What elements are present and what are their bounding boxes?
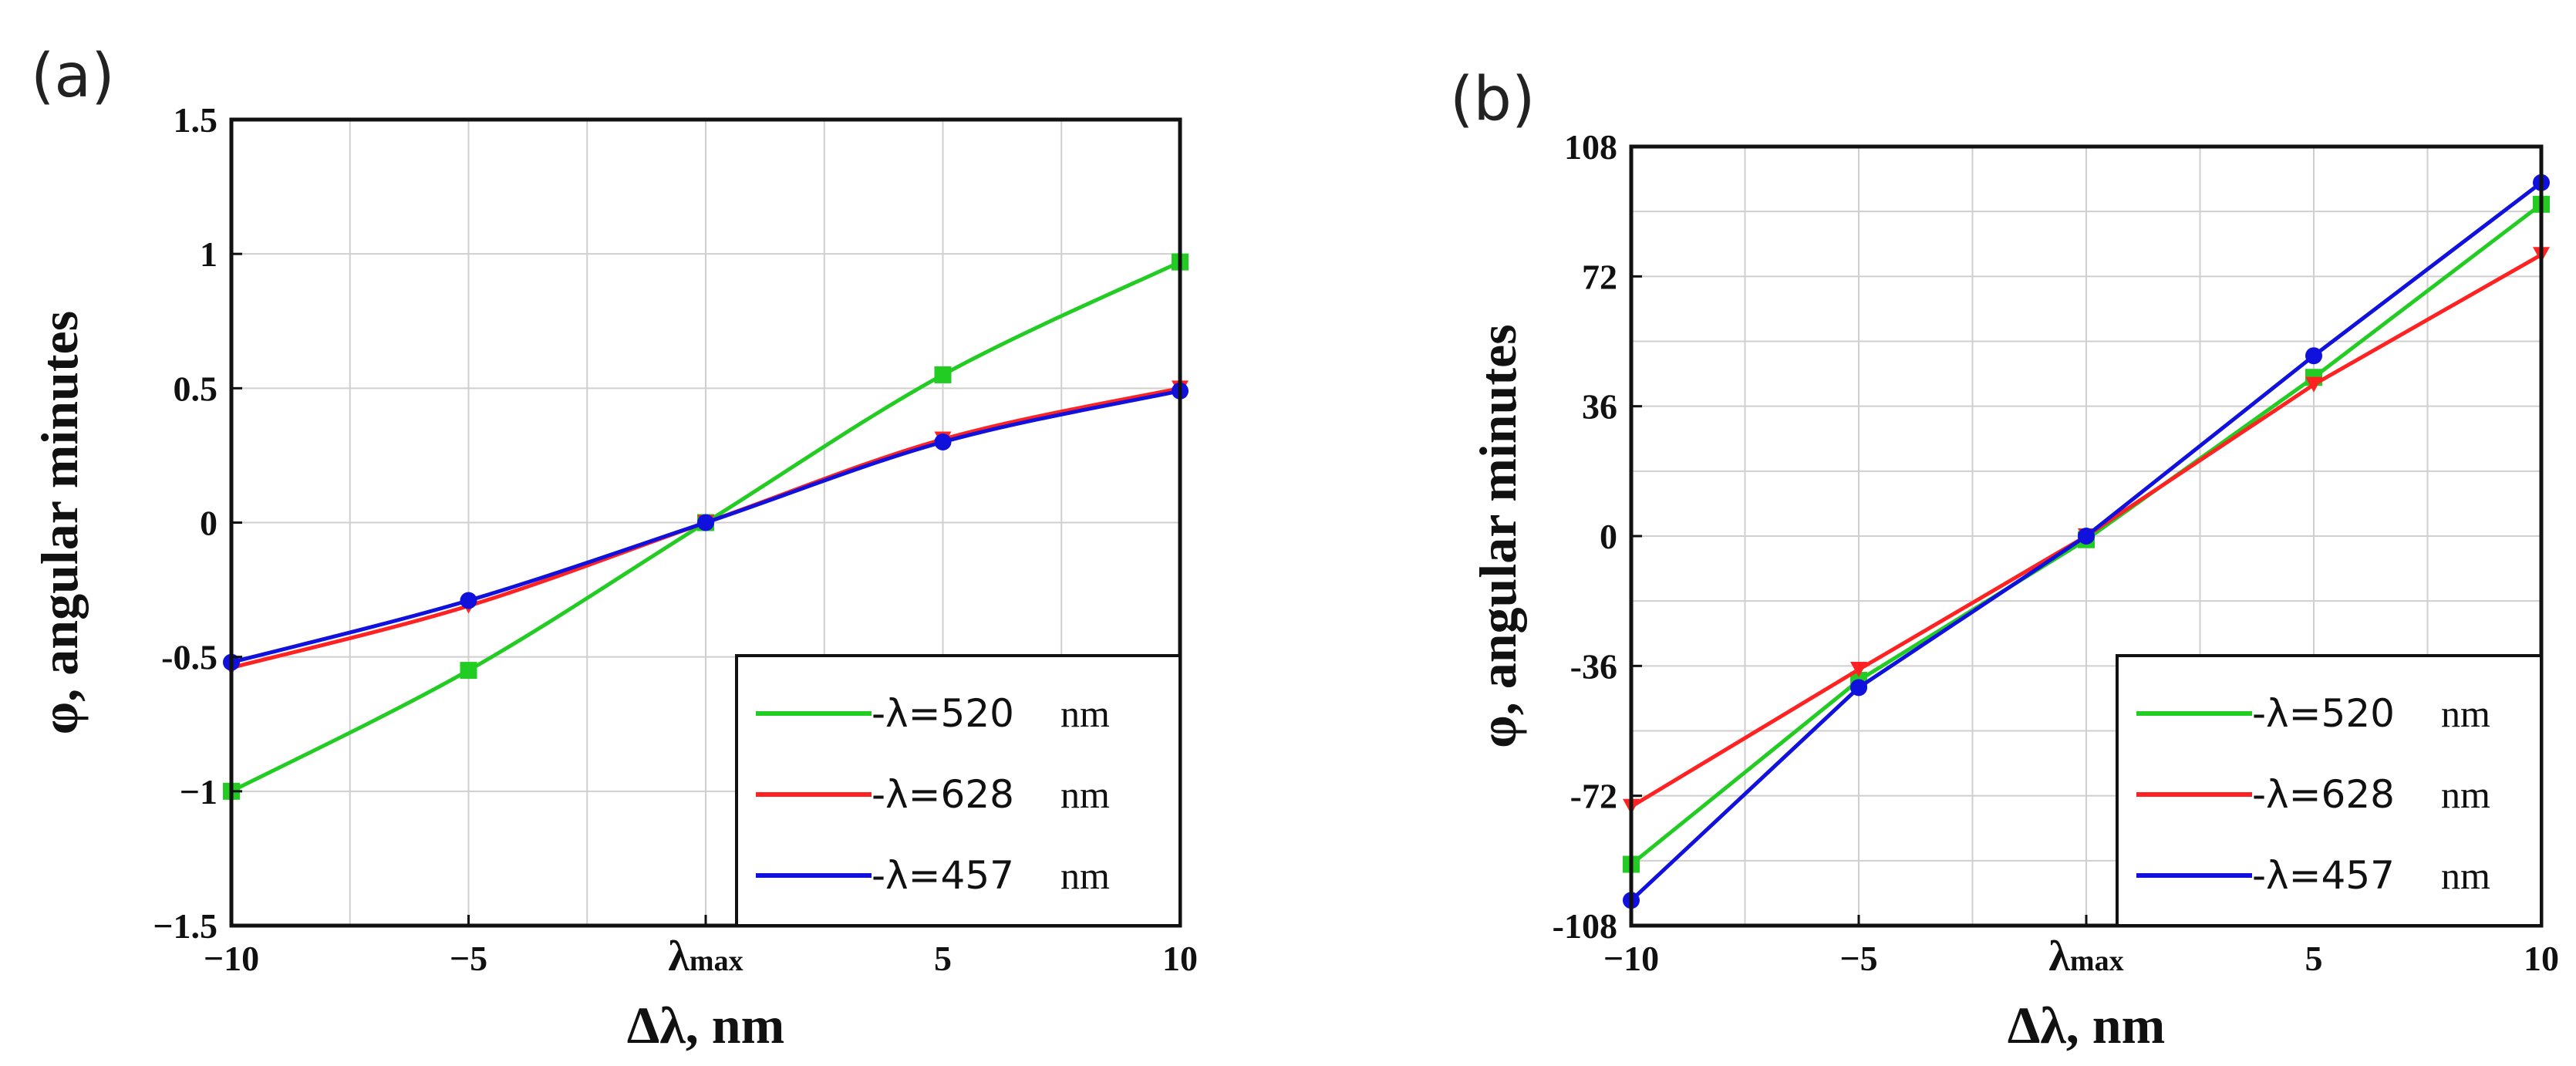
- max-subscript: max: [2070, 945, 2124, 977]
- y-tick-label: 0: [1600, 517, 1617, 556]
- panel-a-series: [223, 253, 1189, 800]
- x-tick-label: 10: [2524, 939, 2559, 978]
- y-tick-label: 108: [1564, 127, 1617, 167]
- y-tick-label: −1: [180, 772, 217, 811]
- y-tick-label: -36: [1570, 646, 1617, 686]
- panel-a-plot-frame: [229, 117, 1182, 928]
- legend-unit: nm: [2441, 773, 2490, 816]
- legend-unit: nm: [2441, 854, 2490, 897]
- y-tick-label: −1.5: [153, 906, 217, 946]
- data-point-2: [934, 433, 952, 450]
- legend-box: [2116, 654, 2543, 927]
- legend-unit: nm: [2441, 692, 2490, 735]
- y-tick-label: 1: [200, 234, 217, 274]
- y-tick-label: 72: [1582, 257, 1617, 296]
- panel-b-legend: -λ=520 nm -λ=628 nm -λ=457 nm: [2116, 654, 2543, 927]
- panel-a-y-axis-title: φ, angular minutes: [30, 311, 89, 734]
- x-tick-label: 5: [2305, 939, 2323, 978]
- max-subscript: max: [690, 945, 743, 977]
- x-tick-label: λmax: [668, 933, 743, 980]
- panel-a-x-axis-title: Δλ, nm: [627, 996, 785, 1054]
- y-tick-label: 0: [200, 504, 217, 543]
- x-tick-label: λmax: [2048, 933, 2123, 980]
- legend-label: -λ=457: [872, 853, 1014, 898]
- panel-b-x-axis-title: Δλ, nm: [2008, 996, 2166, 1054]
- y-tick-label: 0.5: [174, 369, 218, 408]
- data-point-2: [1850, 679, 1867, 697]
- data-point-1: [2305, 376, 2322, 393]
- y-tick-label: -0.5: [161, 638, 217, 677]
- legend-unit: nm: [1060, 773, 1110, 816]
- legend-label: -λ=457: [2252, 853, 2395, 898]
- legend-box: [735, 654, 1182, 927]
- lambda-symbol: λ: [668, 933, 690, 980]
- legend-label: -λ=628: [872, 772, 1014, 817]
- data-point-2: [460, 592, 477, 609]
- panel-a-ticks: −10 −5 λmax 5 10 1.5 1 0.5 0 -0.5 −1 −1.5: [153, 100, 1198, 980]
- panel-b-label: (b): [1450, 65, 1535, 134]
- x-tick-label: −5: [1839, 939, 1877, 978]
- data-point-2: [697, 514, 714, 531]
- y-tick-label: 1.5: [174, 100, 218, 140]
- data-point-0: [460, 662, 477, 680]
- legend-label: -λ=520: [872, 691, 1014, 736]
- panel-b-ticks: −10 −5 λmax 5 10 108 72 36 0 -36 -72 -108: [1553, 127, 2559, 980]
- panel-a-chart: (a) −10 −5 λmax 5 10 1.5 1 0.5 0 -0.5 −1 −1.5 Δλ, n…: [30, 42, 1198, 1054]
- data-point-2: [2305, 347, 2322, 365]
- data-point-0: [934, 366, 952, 383]
- panel-a-legend: -λ=520 nm -λ=628 nm -λ=457 nm: [735, 654, 1182, 927]
- legend-unit: nm: [1060, 854, 1110, 897]
- data-point-2: [2078, 528, 2095, 545]
- x-tick-label: −10: [1603, 939, 1659, 978]
- lambda-symbol: λ: [2048, 933, 2070, 980]
- panel-b-y-axis-title: φ, angular minutes: [1468, 324, 1527, 747]
- x-tick-label: −5: [450, 939, 487, 978]
- panel-b-chart: (b) −10 −5 λmax 5 10 108 72 36 0 -36 -72 -108 Δλ, n…: [1450, 65, 2559, 1054]
- data-point-1: [1850, 662, 1867, 678]
- y-tick-label: -72: [1570, 777, 1617, 816]
- x-tick-label: −10: [204, 939, 259, 978]
- y-tick-label: 36: [1582, 387, 1617, 427]
- legend-unit: nm: [1060, 692, 1110, 735]
- panel-b-plot-frame: [1629, 144, 2544, 928]
- y-tick-label: -108: [1553, 906, 1617, 946]
- panel-a-label: (a): [31, 42, 115, 111]
- x-tick-label: 5: [934, 939, 952, 978]
- x-tick-label: 10: [1162, 939, 1198, 978]
- legend-label: -λ=520: [2252, 691, 2395, 736]
- legend-label: -λ=628: [2252, 772, 2395, 817]
